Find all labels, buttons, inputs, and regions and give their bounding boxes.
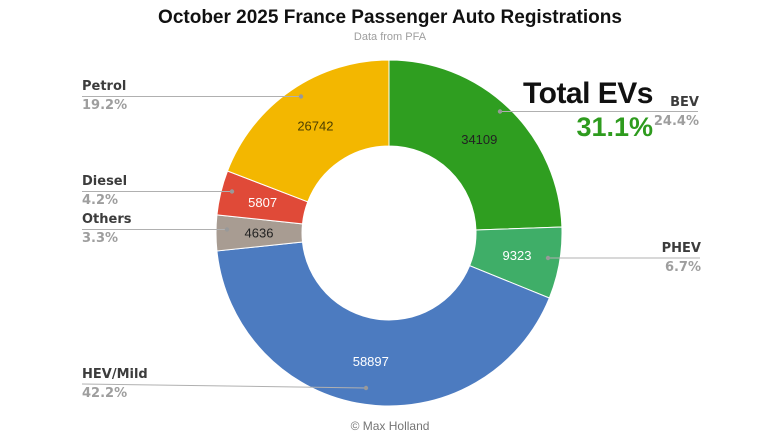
credit-text: © Max Holland bbox=[350, 419, 430, 433]
callout-hev-mild-label: HEV/Mild bbox=[82, 367, 148, 382]
callout-total-evs: Total EVs 31.1% bbox=[523, 77, 653, 142]
callout-dot bbox=[224, 227, 230, 232]
chart-subtitle: Data from PFA bbox=[353, 31, 427, 43]
callout-others-pct: 3.3% bbox=[82, 231, 119, 246]
slice-value-label: 5807 bbox=[248, 195, 277, 210]
donut-slice-hev-mild bbox=[216, 241, 550, 407]
callout-dot bbox=[363, 385, 369, 391]
callout-dot bbox=[497, 109, 503, 114]
callout-others-label: Others bbox=[82, 212, 132, 227]
callout-others: Others 3.3% bbox=[82, 212, 132, 246]
chart-title: October 2025 France Passenger Auto Regis… bbox=[158, 7, 622, 28]
callout-petrol: Petrol 19.2% bbox=[82, 79, 127, 113]
callout-diesel-label: Diesel bbox=[82, 174, 128, 189]
slice-value-label: 9323 bbox=[503, 248, 532, 263]
callout-dot bbox=[229, 189, 235, 194]
callout-petrol-label: Petrol bbox=[82, 79, 127, 94]
callout-dot bbox=[298, 94, 304, 99]
slice-value-label: 4636 bbox=[245, 225, 274, 240]
donut-slice-bev bbox=[388, 59, 563, 231]
donut-slice-petrol bbox=[226, 59, 390, 203]
callout-diesel-pct: 4.2% bbox=[82, 193, 119, 208]
callout-hev-mild: HEV/Mild 42.2% bbox=[82, 367, 148, 401]
slice-value-label: 26742 bbox=[297, 118, 333, 133]
callout-dot bbox=[545, 255, 551, 261]
callout-phev-pct: 6.7% bbox=[664, 260, 701, 275]
total-evs-pct: 31.1% bbox=[576, 112, 653, 142]
callout-hev-mild-pct: 42.2% bbox=[82, 386, 128, 401]
callout-bev: BEV 24.4% bbox=[654, 95, 699, 129]
callout-diesel: Diesel 4.2% bbox=[82, 174, 127, 208]
callout-phev: PHEV 6.7% bbox=[662, 241, 701, 275]
callout-bev-label: BEV bbox=[670, 95, 699, 110]
callout-bev-pct: 24.4% bbox=[653, 114, 699, 129]
total-evs-label: Total EVs bbox=[523, 77, 653, 110]
slice-value-label: 58897 bbox=[353, 354, 389, 369]
callout-petrol-pct: 19.2% bbox=[82, 98, 128, 113]
slice-value-label: 34109 bbox=[461, 132, 497, 147]
callout-line bbox=[81, 383, 367, 389]
callout-phev-label: PHEV bbox=[661, 241, 701, 256]
